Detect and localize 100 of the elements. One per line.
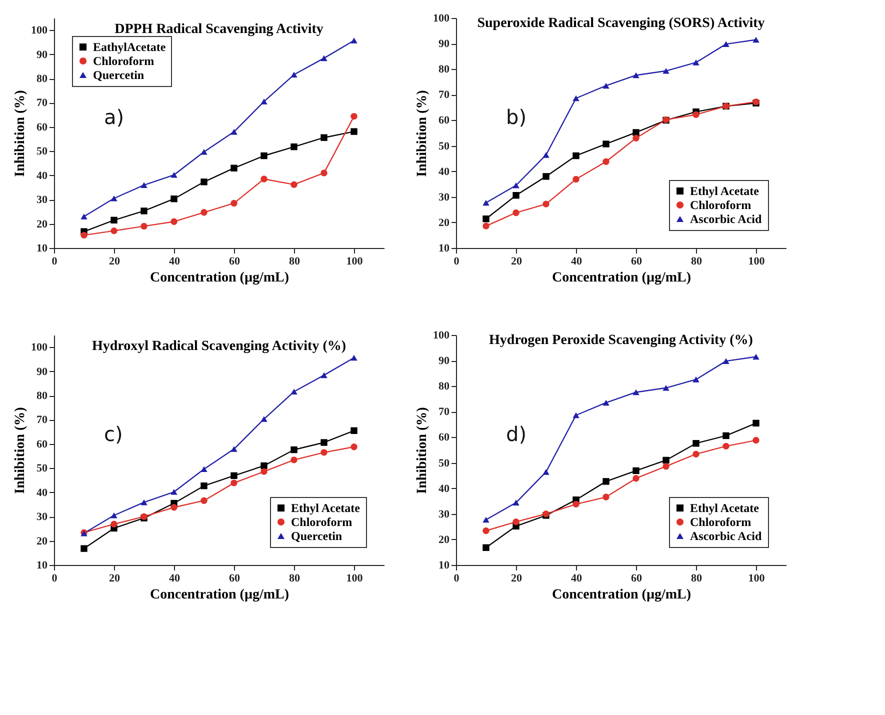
y-axis-title: Inhibition (%) bbox=[13, 406, 28, 494]
x-tick-label: 0 bbox=[52, 572, 58, 584]
point bbox=[170, 488, 178, 495]
y-tick-label: 70 bbox=[438, 89, 450, 102]
point bbox=[170, 218, 178, 225]
legend-label: Ascorbic Acid bbox=[690, 212, 762, 226]
point bbox=[80, 214, 88, 220]
point bbox=[200, 148, 208, 155]
point bbox=[170, 504, 178, 511]
x-axis-title: Concentration (µg/mL) bbox=[150, 270, 290, 286]
x-tick-label: 100 bbox=[346, 572, 364, 584]
point bbox=[320, 449, 328, 456]
point bbox=[230, 446, 238, 452]
point bbox=[632, 475, 640, 482]
x-tick-label: 40 bbox=[169, 256, 180, 268]
annotation: b) bbox=[506, 105, 526, 129]
y-tick-label: 90 bbox=[438, 38, 450, 50]
point bbox=[482, 200, 490, 206]
y-tick-label: 40 bbox=[36, 170, 48, 182]
point bbox=[110, 227, 118, 234]
x-tick-label: 100 bbox=[748, 256, 766, 268]
point bbox=[632, 129, 640, 136]
point bbox=[230, 472, 238, 480]
point bbox=[320, 55, 328, 62]
legend-label: Chloroform bbox=[690, 198, 752, 212]
point bbox=[200, 209, 208, 216]
point bbox=[320, 170, 328, 176]
y-tick-label: 10 bbox=[36, 560, 48, 572]
point bbox=[170, 196, 178, 202]
point bbox=[230, 200, 238, 207]
point bbox=[140, 499, 148, 506]
y-tick-label: 80 bbox=[438, 64, 450, 76]
x-tick-label: 80 bbox=[289, 572, 300, 584]
point bbox=[140, 222, 148, 230]
point bbox=[602, 478, 610, 485]
point bbox=[260, 462, 268, 470]
point bbox=[542, 469, 550, 475]
point bbox=[290, 456, 298, 464]
y-tick-label: 10 bbox=[438, 560, 450, 572]
y-tick-label: 80 bbox=[36, 73, 48, 86]
y-tick-label: 70 bbox=[438, 406, 450, 418]
x-tick-label: 60 bbox=[229, 572, 240, 584]
y-tick-label: 30 bbox=[438, 508, 450, 520]
y-tick-label: 100 bbox=[433, 330, 450, 342]
point bbox=[722, 432, 730, 440]
x-tick-label: 20 bbox=[511, 256, 522, 268]
x-tick-label: 0 bbox=[454, 572, 460, 584]
point bbox=[542, 152, 550, 158]
point bbox=[692, 111, 700, 118]
point bbox=[290, 181, 298, 188]
point bbox=[542, 173, 550, 180]
point bbox=[542, 200, 550, 208]
point bbox=[482, 216, 490, 222]
y-tick-label: 40 bbox=[438, 166, 450, 178]
y-axis-title: Inhibition (%) bbox=[415, 406, 430, 494]
y-axis-title: Inhibition (%) bbox=[415, 90, 430, 177]
chart-title: Hydroxyl Radical Scavenging Activity (%) bbox=[92, 339, 346, 354]
legend-label: Ethyl Acetate bbox=[291, 501, 361, 515]
x-axis-title: Concentration (µg/mL) bbox=[552, 270, 692, 286]
point bbox=[512, 209, 520, 216]
point bbox=[350, 112, 358, 120]
point bbox=[662, 463, 670, 470]
point bbox=[632, 467, 640, 474]
y-tick-label: 60 bbox=[438, 114, 450, 127]
point bbox=[482, 516, 490, 523]
point bbox=[482, 222, 490, 230]
y-tick-label: 70 bbox=[36, 414, 48, 426]
y-tick-label: 30 bbox=[36, 511, 48, 524]
point bbox=[290, 72, 298, 78]
point bbox=[140, 182, 148, 188]
point bbox=[80, 232, 88, 239]
annotation: d) bbox=[506, 422, 526, 446]
y-tick-label: 20 bbox=[36, 218, 48, 230]
y-tick-label: 100 bbox=[433, 12, 450, 24]
point bbox=[140, 208, 148, 214]
y-tick-label: 10 bbox=[438, 242, 450, 254]
point bbox=[350, 38, 358, 44]
x-tick-label: 100 bbox=[346, 256, 364, 268]
x-tick-label: 20 bbox=[511, 572, 522, 584]
point bbox=[602, 82, 610, 89]
point bbox=[320, 134, 328, 141]
point bbox=[752, 436, 760, 444]
point bbox=[602, 158, 610, 165]
point bbox=[602, 400, 610, 406]
point bbox=[260, 98, 268, 104]
point bbox=[290, 388, 298, 395]
y-tick-label: 20 bbox=[438, 534, 450, 546]
point bbox=[692, 376, 700, 382]
point bbox=[572, 500, 580, 508]
legend-label: Quercetin bbox=[93, 68, 144, 82]
point bbox=[260, 468, 268, 475]
point bbox=[692, 450, 700, 458]
x-tick-label: 40 bbox=[571, 572, 582, 584]
point bbox=[110, 216, 118, 224]
point bbox=[512, 192, 520, 199]
legend-label: Ethyl Acetate bbox=[690, 501, 760, 515]
y-tick-label: 60 bbox=[36, 438, 48, 450]
point bbox=[170, 172, 178, 178]
y-tick-label: 60 bbox=[36, 121, 48, 134]
legend-label: Chloroform bbox=[93, 54, 154, 68]
